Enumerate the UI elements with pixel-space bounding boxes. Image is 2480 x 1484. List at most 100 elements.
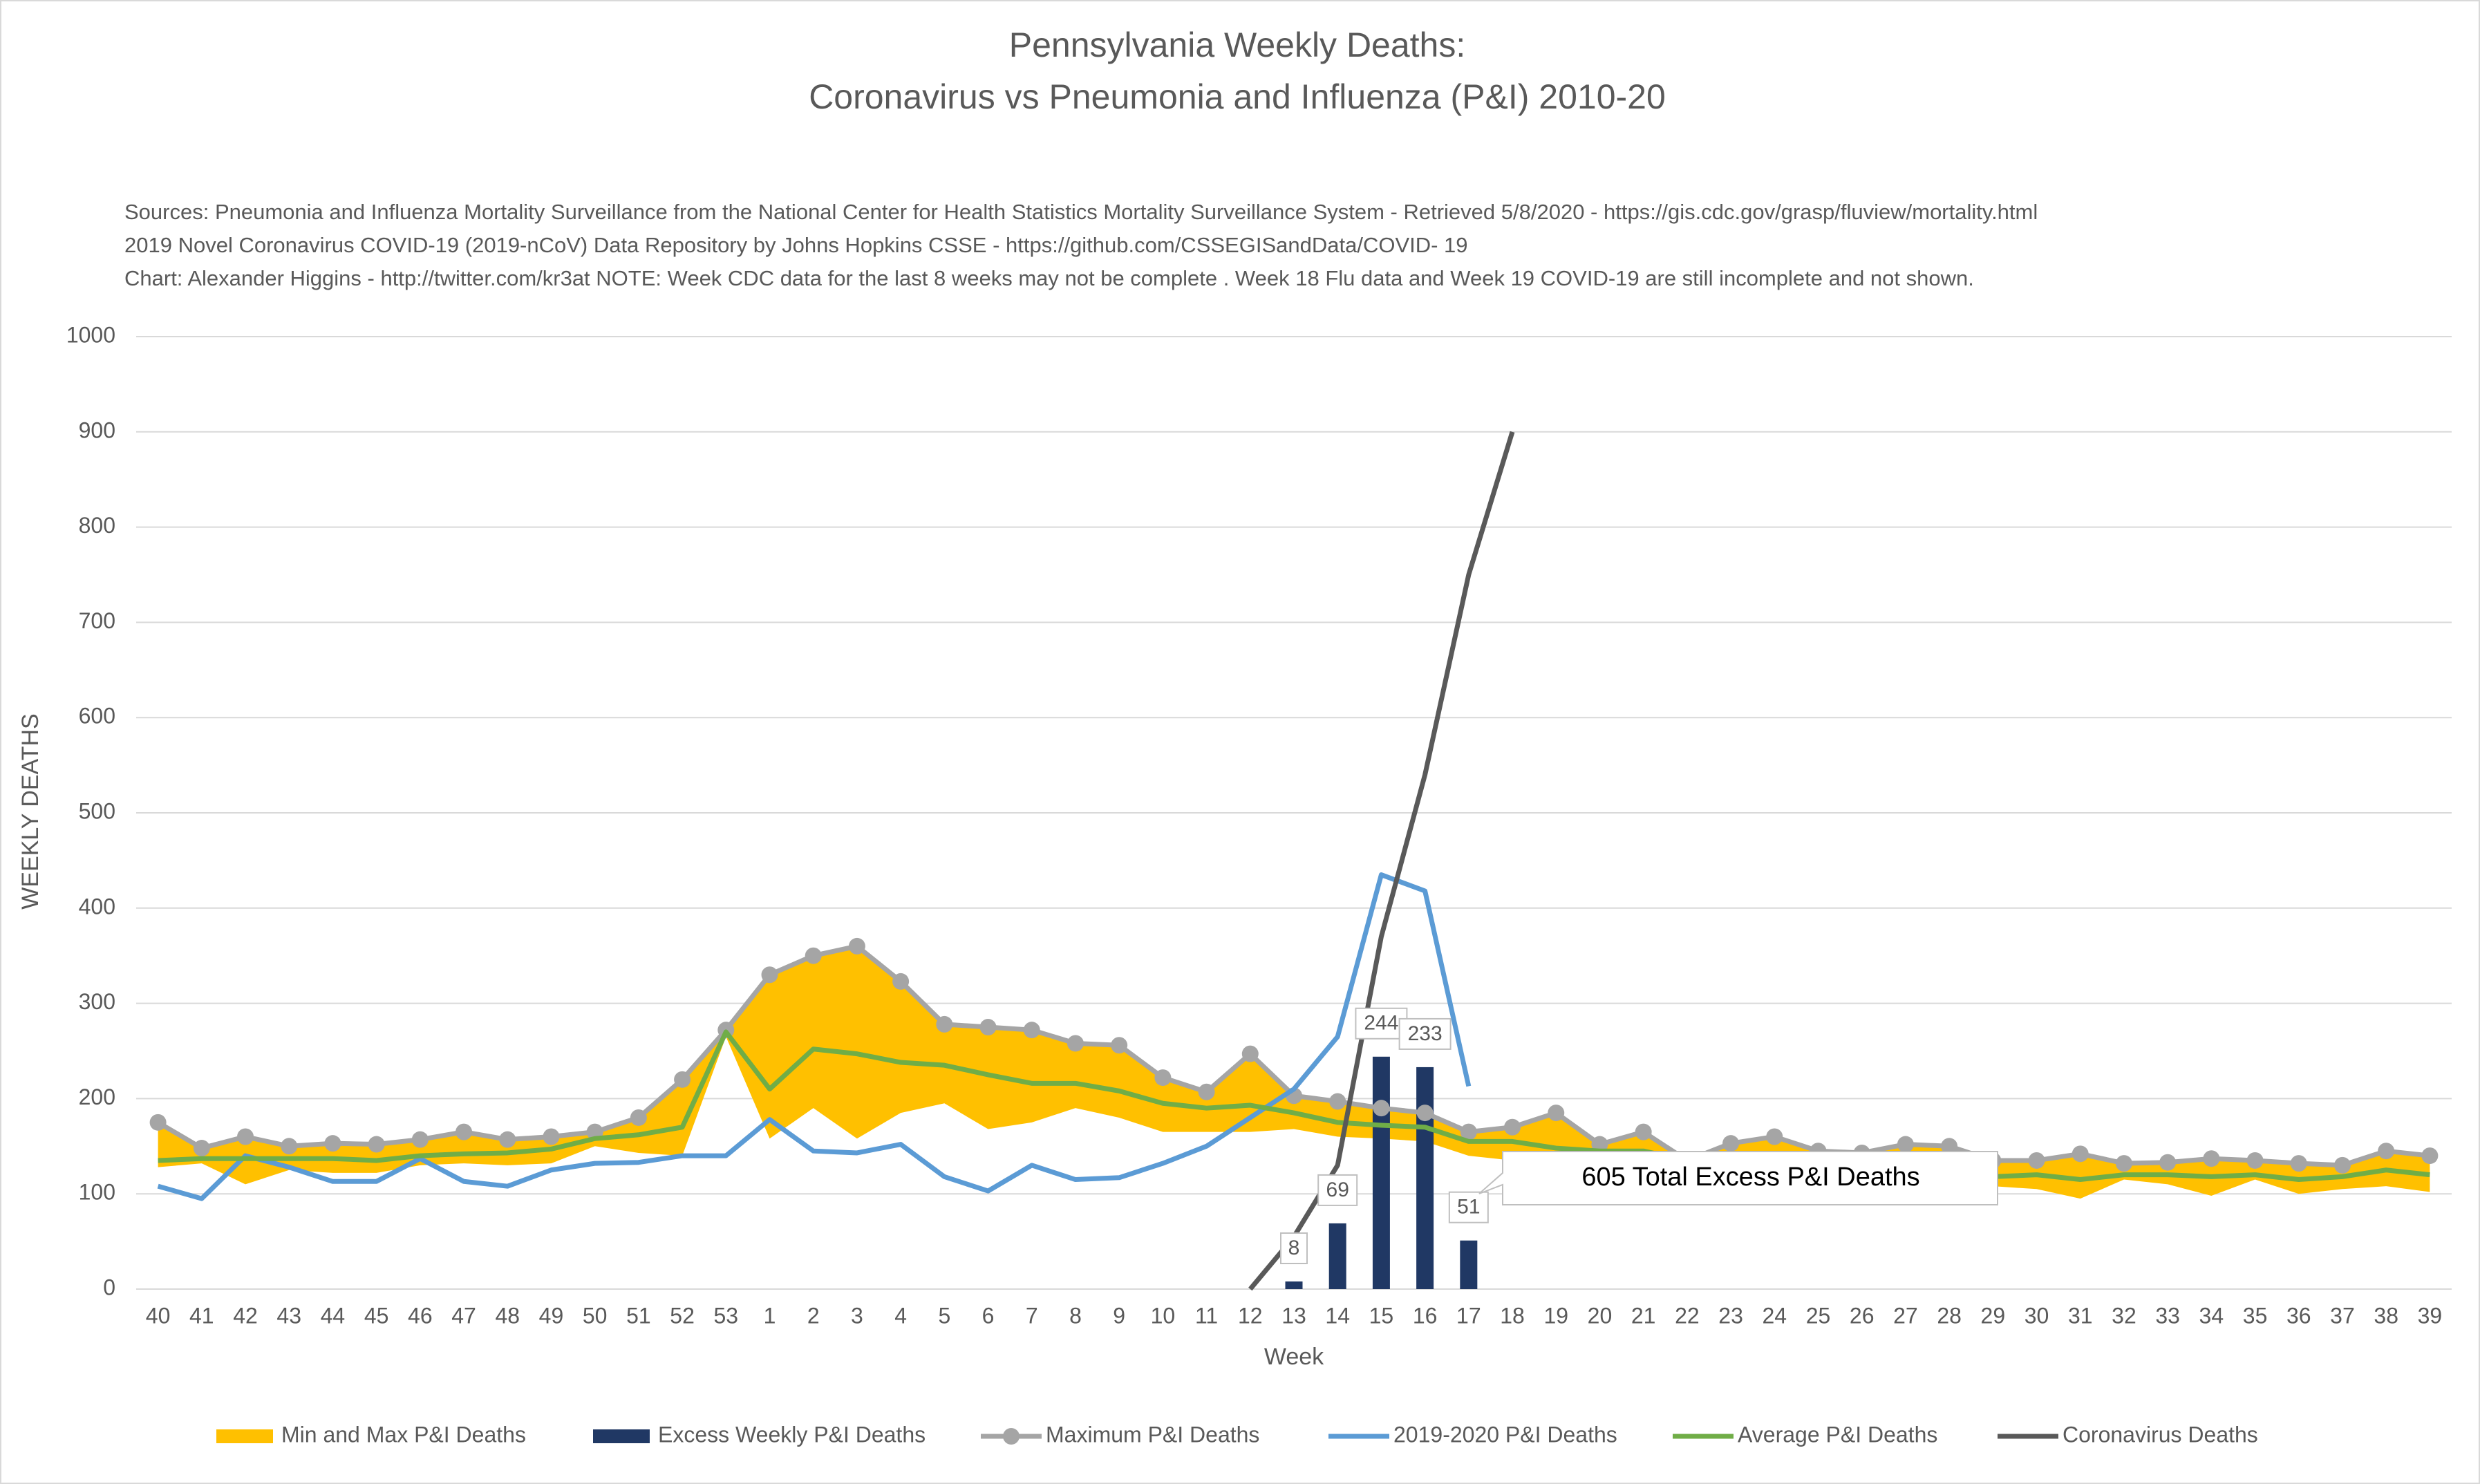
x-tick-label: 11 [1195, 1303, 1218, 1328]
data-label: 69 [1317, 1174, 1358, 1206]
annotation: 605 Total Excess P&I Deaths [1581, 1163, 1919, 1192]
x-tick-label: 18 [1500, 1303, 1525, 1328]
data-label-text: 244 [1364, 1012, 1398, 1035]
x-tick-label: 52 [670, 1303, 695, 1328]
data-label-box [1280, 1232, 1308, 1264]
x-tick-label: 14 [1325, 1303, 1350, 1328]
legend-label: 2019-2020 P&I Deaths [1393, 1422, 1617, 1447]
x-tick-label: 5 [938, 1303, 950, 1328]
x-tick-label: 39 [2418, 1303, 2443, 1328]
line-marker [979, 1019, 997, 1036]
x-tick-label: 35 [2243, 1303, 2268, 1328]
line-marker [324, 1135, 341, 1152]
line-marker [1067, 1035, 1084, 1052]
source-note: Chart: Alexander Higgins - http://twitte… [124, 266, 1974, 290]
bar [1328, 1223, 1346, 1289]
x-tick-label: 21 [1631, 1303, 1656, 1328]
legend-label: Excess Weekly P&I Deaths [658, 1422, 926, 1447]
annotation-box [1478, 1151, 1998, 1205]
x-tick-label: 37 [2330, 1303, 2355, 1328]
data-label-text: 233 [1408, 1022, 1443, 1045]
x-tick-label: 34 [2199, 1303, 2224, 1328]
y-tick-label: 800 [79, 513, 115, 538]
legend-label: Min and Max P&I Deaths [281, 1422, 526, 1447]
data-label-text: 69 [1326, 1178, 1349, 1201]
line-marker [1023, 1022, 1040, 1039]
x-tick-label: 23 [1718, 1303, 1743, 1328]
line-marker [2421, 1147, 2439, 1165]
line-marker [1241, 1045, 1259, 1062]
data-label-box [1355, 1007, 1408, 1040]
range-band [158, 946, 2430, 1199]
line-marker [237, 1128, 254, 1145]
line-marker [1460, 1123, 1477, 1140]
source-note: 2019 Novel Coronavirus COVID-19 (2019-nC… [124, 233, 1468, 257]
x-tick-label: 19 [1543, 1303, 1568, 1328]
x-tick-label: 17 [1456, 1303, 1481, 1328]
line-marker [1329, 1093, 1346, 1110]
x-axis-label: Week [1264, 1344, 1324, 1370]
line-marker [1635, 1123, 1652, 1140]
x-tick-label: 42 [233, 1303, 258, 1328]
y-tick-label: 100 [79, 1180, 115, 1205]
line-marker [2378, 1143, 2395, 1160]
y-tick-label: 900 [79, 417, 115, 442]
x-tick-label: 25 [1806, 1303, 1831, 1328]
data-label-text: 51 [1457, 1196, 1480, 1219]
x-tick-label: 31 [2068, 1303, 2093, 1328]
x-tick-label: 49 [539, 1303, 564, 1328]
y-tick-label: 700 [79, 608, 115, 633]
x-tick-label: 12 [1238, 1303, 1263, 1328]
y-axis-label: WEEKLY DEATHS [17, 713, 44, 909]
line-marker [761, 966, 778, 984]
line-marker [2290, 1155, 2307, 1172]
line-marker [1416, 1105, 1434, 1122]
line-marker [455, 1123, 473, 1140]
bar [1285, 1281, 1303, 1289]
x-tick-label: 32 [2112, 1303, 2136, 1328]
x-tick-label: 33 [2155, 1303, 2180, 1328]
x-tick-label: 53 [714, 1303, 739, 1328]
y-tick-label: 600 [79, 704, 115, 729]
x-tick-label: 41 [189, 1303, 214, 1328]
line-marker [193, 1140, 210, 1157]
x-tick-label: 22 [1675, 1303, 1700, 1328]
line-marker [1504, 1118, 1521, 1136]
line-marker [2159, 1154, 2177, 1171]
data-label-box [1398, 1017, 1452, 1050]
x-tick-label: 24 [1762, 1303, 1787, 1328]
x-tick-label: 13 [1281, 1303, 1306, 1328]
line-marker [499, 1131, 516, 1148]
legend-marker [1003, 1428, 1020, 1445]
line-marker [805, 947, 822, 964]
x-tick-label: 7 [1026, 1303, 1038, 1328]
x-tick-label: 9 [1113, 1303, 1125, 1328]
legend-swatch [593, 1429, 650, 1443]
x-tick-label: 43 [276, 1303, 301, 1328]
legend-swatch [216, 1429, 273, 1443]
line-marker [1766, 1128, 1783, 1145]
x-tick-label: 3 [851, 1303, 863, 1328]
x-tick-label: 6 [982, 1303, 995, 1328]
x-tick-label: 51 [626, 1303, 651, 1328]
line-marker [1722, 1135, 1740, 1152]
x-tick-label: 36 [2286, 1303, 2311, 1328]
y-tick-label: 400 [79, 894, 115, 919]
line-marker [1941, 1138, 1958, 1155]
x-tick-label: 29 [1981, 1303, 2006, 1328]
x-tick-label: 1 [764, 1303, 776, 1328]
x-tick-label: 15 [1369, 1303, 1394, 1328]
line-marker [630, 1109, 647, 1126]
line-marker [281, 1138, 298, 1155]
bar [1416, 1067, 1434, 1289]
line-marker [368, 1136, 385, 1153]
data-label-box [1448, 1191, 1489, 1223]
line-marker [1897, 1136, 1914, 1153]
x-tick-label: 2 [807, 1303, 820, 1328]
line-marker [1198, 1083, 1215, 1100]
x-tick-label: 38 [2374, 1303, 2398, 1328]
line-marker [2072, 1145, 2089, 1163]
x-tick-label: 28 [1937, 1303, 1962, 1328]
